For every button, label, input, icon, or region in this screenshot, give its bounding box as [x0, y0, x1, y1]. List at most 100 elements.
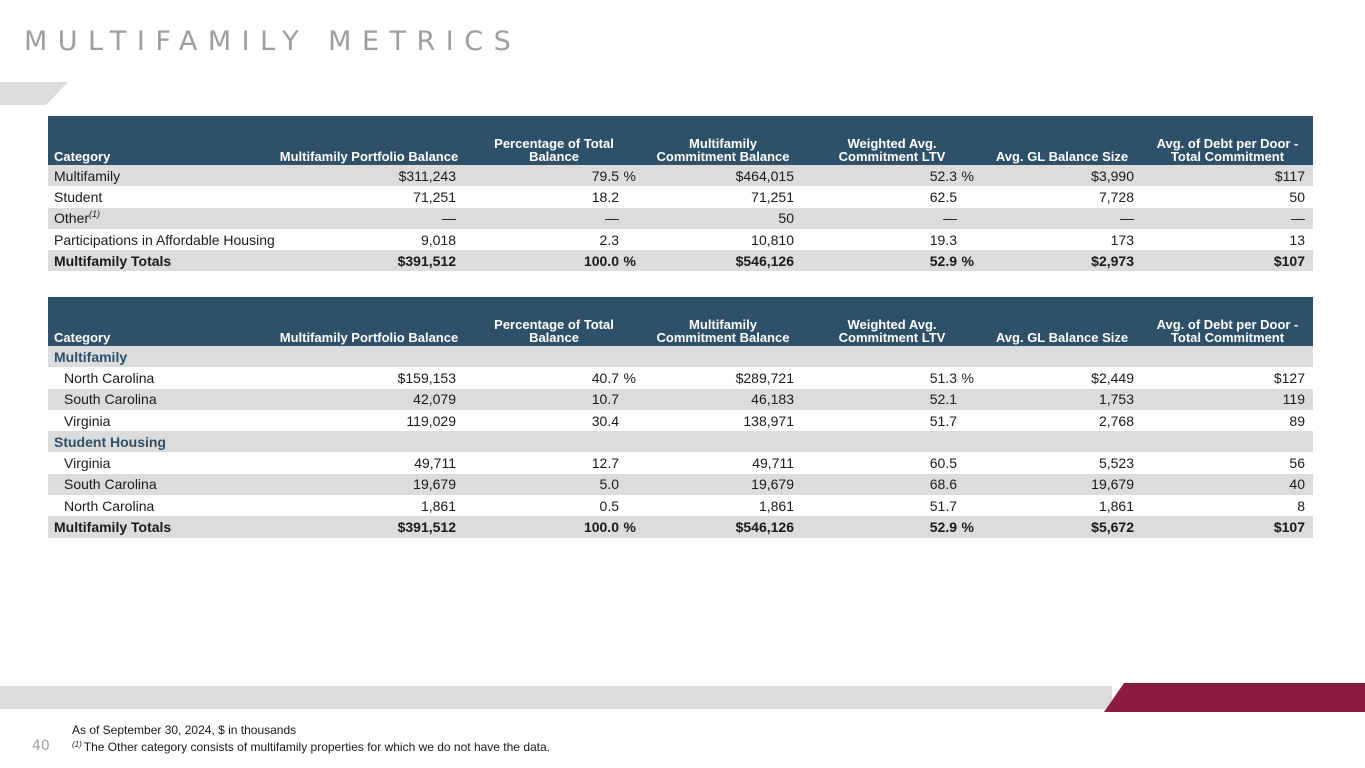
- table-header-row: Category Multifamily Portfolio Balance P…: [48, 116, 1313, 165]
- ltv-cell: 51.7: [802, 495, 982, 516]
- debt-per-door-cell: 119: [1142, 388, 1313, 410]
- portfolio-balance-cell: 42,079: [274, 388, 464, 410]
- top-accent-shape: [0, 82, 68, 105]
- percentage-value: 2.3: [599, 231, 619, 248]
- percentage-value: 100.0: [583, 252, 619, 269]
- column-header: Percentage of Total Balance: [464, 297, 644, 346]
- section-label: Multifamily: [48, 346, 1313, 368]
- commitment-balance-cell: $546,126: [644, 516, 802, 538]
- portfolio-balance-cell: $311,243: [274, 165, 464, 187]
- commitment-balance-cell: 50: [644, 207, 802, 229]
- gl-balance-size-cell: 5,523: [1098, 455, 1134, 472]
- gl-balance-size-cell: $3,990: [982, 165, 1142, 187]
- percentage-cell: 12.7: [464, 452, 644, 473]
- state-breakdown-table: Category Multifamily Portfolio Balance P…: [48, 297, 1313, 538]
- footnote-marker: (1): [89, 209, 101, 220]
- footnote-other: (1) The Other category consists of multif…: [72, 740, 550, 754]
- table-row: North Carolina 1,861 0.5 1,861 51.7 1,86…: [48, 495, 1313, 516]
- commitment-balance-cell: 1,861: [758, 497, 794, 514]
- column-header: Multifamily Portfolio Balance: [274, 116, 464, 165]
- debt-per-door-cell: 50: [1289, 188, 1305, 205]
- portfolio-balance-cell: 119,029: [406, 412, 456, 429]
- column-header: Category: [48, 297, 274, 346]
- portfolio-balance-cell: $391,512: [274, 250, 464, 272]
- section-label: Student Housing: [48, 431, 1313, 453]
- debt-per-door-cell: 8: [1297, 497, 1305, 514]
- row-category: Multifamily Totals: [48, 516, 274, 538]
- debt-per-door-cell: 89: [1289, 412, 1305, 429]
- percentage-value: 5.0: [599, 476, 619, 493]
- percent-sign: %: [961, 369, 974, 386]
- gl-balance-size-cell: 7,728: [1098, 188, 1134, 205]
- debt-per-door-cell: $117: [1142, 165, 1313, 187]
- percentage-cell: 5.0: [464, 473, 644, 496]
- table-row: South Carolina 19,679 5.0 19,679 68.6 19…: [48, 473, 1313, 496]
- percent-sign: %: [961, 167, 974, 184]
- portfolio-balance-cell: $391,512: [274, 516, 464, 538]
- portfolio-balance-cell: 1,861: [420, 497, 456, 514]
- commitment-balance-cell: $546,126: [644, 250, 802, 272]
- percentage-cell: 2.3: [464, 229, 644, 250]
- row-category: Student: [54, 188, 103, 205]
- ltv-cell: 60.5: [802, 452, 982, 473]
- gl-balance-size-cell: 1,753: [982, 388, 1142, 410]
- percentage-value: —: [605, 210, 619, 227]
- column-header: Weighted Avg. Commitment LTV: [802, 297, 982, 346]
- ltv-value: 68.6: [929, 476, 957, 493]
- footnote-as-of: As of September 30, 2024, $ in thousands: [72, 723, 297, 737]
- commitment-balance-cell: $464,015: [644, 165, 802, 187]
- row-category: South Carolina: [48, 388, 274, 410]
- debt-per-door-cell: 13: [1289, 231, 1305, 248]
- ltv-value: 52.1: [929, 391, 957, 408]
- table-row: Other(1) — — 50 — — —: [48, 207, 1313, 229]
- percentage-value: 100.0: [583, 519, 619, 536]
- percentage-value: 18.2: [591, 188, 619, 205]
- portfolio-balance-cell: 49,711: [414, 455, 456, 472]
- portfolio-balance-cell: $159,153: [397, 369, 456, 386]
- footer-band: [0, 683, 1365, 712]
- row-category: Participations in Affordable Housing: [54, 231, 275, 248]
- commitment-balance-cell: 71,251: [751, 188, 794, 205]
- commitment-balance-cell: 46,183: [644, 388, 802, 410]
- ltv-value: 51.7: [929, 412, 957, 429]
- gl-balance-size-cell: $2,449: [1091, 369, 1134, 386]
- commitment-balance-cell: 19,679: [644, 473, 802, 496]
- percentage-cell: 100.0%: [464, 516, 644, 538]
- percentage-value: 30.4: [591, 412, 619, 429]
- footnote-text: The Other category consists of multifami…: [83, 740, 551, 754]
- column-header: Weighted Avg. Commitment LTV: [802, 116, 982, 165]
- percentage-cell: —: [464, 207, 644, 229]
- debt-per-door-cell: $107: [1142, 250, 1313, 272]
- percentage-value: 40.7: [591, 369, 619, 386]
- row-category: South Carolina: [48, 473, 274, 496]
- ltv-value: 52.3: [929, 167, 957, 184]
- section-header-row: Multifamily: [48, 346, 1313, 368]
- ltv-cell: 19.3: [802, 229, 982, 250]
- column-header: Multifamily Portfolio Balance: [274, 297, 464, 346]
- ltv-cell: 62.5: [802, 186, 982, 207]
- ltv-value: 52.9: [929, 252, 957, 269]
- ltv-cell: 51.3%: [802, 367, 982, 388]
- column-header: Avg. GL Balance Size: [982, 116, 1142, 165]
- percent-sign: %: [623, 167, 636, 184]
- column-header: Avg. of Debt per Door - Total Commitment: [1142, 297, 1313, 346]
- ltv-cell: —: [802, 207, 982, 229]
- ltv-cell: 52.3%: [802, 165, 982, 187]
- debt-per-door-cell: $107: [1142, 516, 1313, 538]
- slide-title: MULTIFAMILY METRICS: [24, 26, 522, 57]
- portfolio-balance-cell: —: [274, 207, 464, 229]
- row-category-label: Other: [54, 210, 90, 227]
- gl-balance-size-cell: 2,768: [1098, 412, 1134, 429]
- row-category: North Carolina: [64, 497, 155, 514]
- percentage-value: 0.5: [599, 497, 619, 514]
- commitment-balance-cell: 49,711: [752, 455, 794, 472]
- debt-per-door-cell: $127: [1273, 369, 1305, 386]
- portfolio-balance-cell: 71,251: [413, 188, 456, 205]
- table-row: Virginia 49,711 12.7 49,711 60.5 5,523 5…: [48, 452, 1313, 473]
- percentage-cell: 0.5: [464, 495, 644, 516]
- percentage-value: 10.7: [591, 391, 619, 408]
- ltv-value: 60.5: [929, 455, 957, 472]
- percentage-cell: 30.4: [464, 410, 644, 431]
- ltv-value: 51.7: [929, 497, 957, 514]
- row-category: Multifamily Totals: [48, 250, 274, 272]
